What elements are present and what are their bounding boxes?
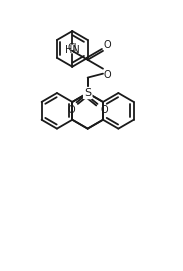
Text: O: O bbox=[104, 70, 112, 80]
Text: S: S bbox=[84, 88, 91, 98]
Text: O: O bbox=[67, 105, 75, 115]
Text: O: O bbox=[100, 105, 108, 115]
Text: O: O bbox=[104, 40, 112, 50]
Text: Cl: Cl bbox=[68, 43, 77, 53]
Text: S: S bbox=[84, 88, 91, 98]
Text: HN: HN bbox=[65, 45, 80, 55]
